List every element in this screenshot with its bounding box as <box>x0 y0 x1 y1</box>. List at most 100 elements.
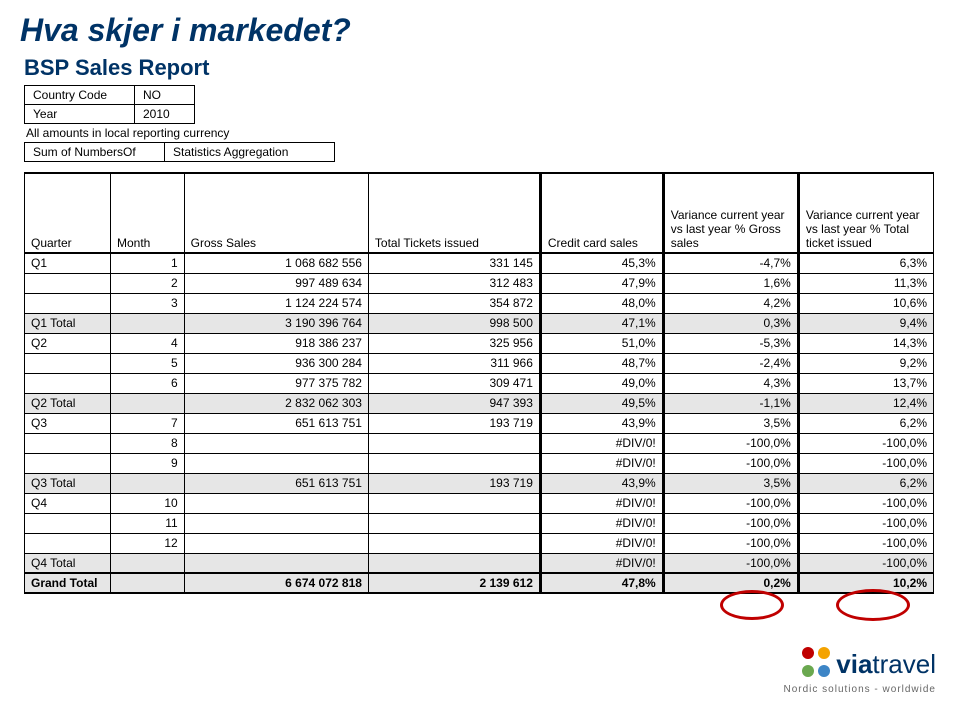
cell-month <box>110 313 184 333</box>
cell-credit: #DIV/0! <box>540 553 663 573</box>
logo-tagline: Nordic solutions - worldwide <box>784 684 937 695</box>
cell-gross <box>184 533 368 553</box>
cell-var1: -100,0% <box>663 533 798 553</box>
cell-quarter <box>25 533 111 553</box>
cell-credit: 47,8% <box>540 573 663 593</box>
page-title: Hva skjer i markedet? <box>20 12 940 49</box>
table-row: 5936 300 284311 96648,7%-2,4%9,2% <box>25 353 934 373</box>
cell-month: 7 <box>110 413 184 433</box>
cell-var1: -100,0% <box>663 433 798 453</box>
cell-quarter <box>25 373 111 393</box>
cell-tickets <box>368 553 540 573</box>
cell-tickets <box>368 533 540 553</box>
cell-month <box>110 473 184 493</box>
cell-var2: -100,0% <box>798 513 933 533</box>
cell-month: 11 <box>110 513 184 533</box>
cell-quarter <box>25 353 111 373</box>
logo: viatravel Nordic solutions - worldwide <box>784 646 937 695</box>
cell-gross <box>184 433 368 453</box>
cell-gross: 1 124 224 574 <box>184 293 368 313</box>
cell-gross <box>184 553 368 573</box>
cell-tickets: 2 139 612 <box>368 573 540 593</box>
cell-gross: 918 386 237 <box>184 333 368 353</box>
cell-var1: 4,2% <box>663 293 798 313</box>
cell-tickets <box>368 493 540 513</box>
cell-quarter <box>25 293 111 313</box>
logo-dot-4 <box>818 665 830 677</box>
table-row: 31 124 224 574354 87248,0%4,2%10,6% <box>25 293 934 313</box>
cell-tickets: 311 966 <box>368 353 540 373</box>
cell-credit: 48,7% <box>540 353 663 373</box>
cell-month <box>110 553 184 573</box>
cell-var1: 3,5% <box>663 413 798 433</box>
cell-credit: 51,0% <box>540 333 663 353</box>
cell-var2: -100,0% <box>798 493 933 513</box>
cell-var1: -100,0% <box>663 453 798 473</box>
cell-gross: 1 068 682 556 <box>184 253 368 273</box>
highlroughly-circle-1 <box>720 590 784 620</box>
cell-var1: -100,0% <box>663 513 798 533</box>
cell-credit: 43,9% <box>540 473 663 493</box>
cell-var2: -100,0% <box>798 533 933 553</box>
cell-quarter: Q2 Total <box>25 393 111 413</box>
col-credit: Credit card sales <box>540 173 663 253</box>
cell-month: 10 <box>110 493 184 513</box>
cell-tickets <box>368 433 540 453</box>
table-row: 2997 489 634312 48347,9%1,6%11,3% <box>25 273 934 293</box>
cell-month <box>110 393 184 413</box>
meta-year-value: 2010 <box>135 105 195 124</box>
cell-var2: 6,2% <box>798 473 933 493</box>
table-row: Q37651 613 751193 71943,9%3,5%6,2% <box>25 413 934 433</box>
logo-dot-2 <box>818 647 830 659</box>
meta-note: All amounts in local reporting currency <box>26 126 940 140</box>
cell-credit: #DIV/0! <box>540 433 663 453</box>
cell-credit: 45,3% <box>540 253 663 273</box>
cell-tickets: 193 719 <box>368 413 540 433</box>
cell-gross: 997 489 634 <box>184 273 368 293</box>
meta-year-label: Year <box>25 105 135 124</box>
cell-var2: 9,2% <box>798 353 933 373</box>
cell-credit: 49,0% <box>540 373 663 393</box>
table-row: Q2 Total2 832 062 303947 39349,5%-1,1%12… <box>25 393 934 413</box>
cell-tickets: 325 956 <box>368 333 540 353</box>
meta-sum-label: Sum of NumbersOf <box>25 143 165 162</box>
report-subtitle: BSP Sales Report <box>24 55 940 81</box>
cell-var2: 6,2% <box>798 413 933 433</box>
cell-month: 8 <box>110 433 184 453</box>
col-var1: Variance current year vs last year % Gro… <box>663 173 798 253</box>
cell-credit: 47,1% <box>540 313 663 333</box>
meta-table-2: Sum of NumbersOf Statistics Aggregation <box>24 142 335 162</box>
cell-month: 6 <box>110 373 184 393</box>
cell-month <box>110 573 184 593</box>
cell-gross: 651 613 751 <box>184 473 368 493</box>
cell-month: 3 <box>110 293 184 313</box>
logo-dot-3 <box>802 665 814 677</box>
logo-dot-1 <box>802 647 814 659</box>
meta-stats-label: Statistics Aggregation <box>165 143 335 162</box>
col-gross: Gross Sales <box>184 173 368 253</box>
cell-gross <box>184 513 368 533</box>
cell-credit: 49,5% <box>540 393 663 413</box>
meta-table: Country Code NO Year 2010 <box>24 85 195 124</box>
cell-credit: 48,0% <box>540 293 663 313</box>
cell-month: 2 <box>110 273 184 293</box>
cell-quarter: Q4 <box>25 493 111 513</box>
cell-credit: #DIV/0! <box>540 533 663 553</box>
cell-var2: 10,2% <box>798 573 933 593</box>
cell-var1: 0,3% <box>663 313 798 333</box>
cell-month: 4 <box>110 333 184 353</box>
cell-credit: #DIV/0! <box>540 513 663 533</box>
cell-var1: -100,0% <box>663 553 798 573</box>
cell-credit: #DIV/0! <box>540 453 663 473</box>
cell-tickets: 947 393 <box>368 393 540 413</box>
col-month: Month <box>110 173 184 253</box>
cell-gross <box>184 453 368 473</box>
cell-quarter <box>25 273 111 293</box>
logo-text-1: via <box>836 649 872 679</box>
cell-quarter <box>25 453 111 473</box>
cell-var1: 1,6% <box>663 273 798 293</box>
table-row: 8#DIV/0!-100,0%-100,0% <box>25 433 934 453</box>
cell-gross: 3 190 396 764 <box>184 313 368 333</box>
cell-var2: 13,7% <box>798 373 933 393</box>
cell-tickets: 193 719 <box>368 473 540 493</box>
